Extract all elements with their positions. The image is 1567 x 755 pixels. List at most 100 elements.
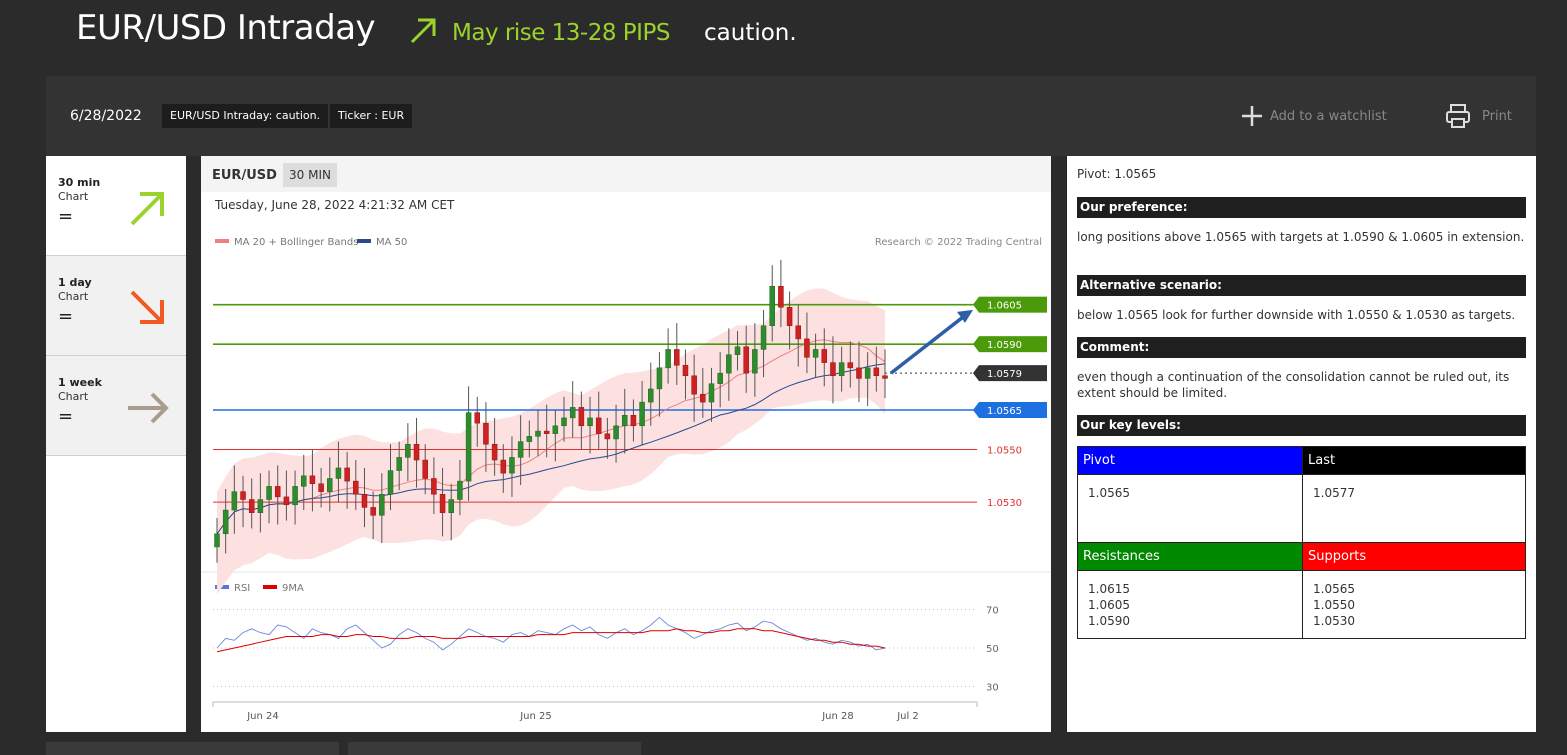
comment-heading: Comment: (1077, 337, 1526, 358)
candle-body (274, 486, 281, 498)
candle-body (379, 494, 385, 516)
level-label: 1.0590 (987, 340, 1022, 351)
preference-text: long positions above 1.0565 with targets… (1077, 230, 1525, 244)
candle-body (500, 459, 507, 474)
timeframe-item-30min[interactable]: 30 min Chart = (46, 156, 186, 256)
table-column-rule (1302, 447, 1303, 638)
candle-body (717, 372, 723, 384)
candle-body (621, 415, 628, 427)
support-value: 1.0550 (1313, 598, 1355, 612)
outlook-text: May rise 13-28 PIPS (452, 20, 670, 46)
candle-body (491, 443, 498, 461)
candle-body (691, 375, 697, 395)
timeframe-item-1week[interactable]: 1 week Chart = (46, 356, 186, 456)
key-levels-table: Pivot Last 1.0565 1.0577 Resistances Sup… (1077, 446, 1526, 639)
candle-body (439, 494, 446, 513)
toolbar: 6/28/2022 EUR/USD Intraday: caution. Tic… (46, 76, 1536, 156)
chart-timeframe-badge: 30 MIN (283, 163, 337, 187)
last-header: Last (1303, 447, 1525, 474)
level-label: 1.0579 (987, 369, 1022, 380)
bottom-tab[interactable] (46, 742, 339, 755)
legend-swatch-ma50 (357, 239, 371, 243)
candle-body (474, 412, 481, 424)
title-tag: EUR/USD Intraday: caution. (162, 104, 329, 128)
bottom-tab[interactable] (348, 742, 641, 755)
plus-icon (1242, 106, 1262, 126)
candle-body (526, 436, 533, 442)
candle-body (838, 362, 845, 377)
candle-body (578, 407, 585, 427)
x-tick-label: Jun 28 (821, 711, 854, 722)
projection-arrow (889, 312, 969, 375)
table-rule (1078, 570, 1525, 571)
x-tick-label: Jun 24 (246, 711, 279, 722)
candle-body (552, 425, 559, 434)
supports-list: 1.0565 1.0550 1.0530 (1303, 581, 1525, 629)
arrow-down-right-icon (130, 290, 164, 324)
candle-body (639, 401, 645, 427)
last-value: 1.0577 (1313, 486, 1355, 500)
support-value: 1.0530 (1313, 614, 1355, 628)
page-title: EUR/USD Intraday (76, 8, 376, 48)
price-chart[interactable]: EUR/USD 30 MIN Tuesday, June 28, 2022 4:… (201, 156, 1051, 732)
candle-body (517, 441, 524, 458)
support-value: 1.0565 (1313, 582, 1355, 596)
candle-body (821, 349, 828, 363)
candle-body (648, 388, 654, 403)
candle-body (248, 499, 255, 513)
candle-body (335, 467, 342, 479)
level-tag-pointer (973, 296, 979, 313)
candle-body (613, 425, 619, 440)
candle-body (752, 349, 758, 374)
alternative-heading: Alternative scenario: (1077, 275, 1526, 296)
level-tag-pointer (973, 402, 979, 418)
candle-body (431, 478, 437, 495)
analysis-card: 6/28/2022 EUR/USD Intraday: caution. Tic… (46, 76, 1536, 732)
x-tick-label: Jul 2 (896, 711, 919, 722)
level-label: 1.0565 (987, 406, 1022, 417)
candle-body (413, 443, 420, 461)
candle-body (353, 480, 359, 495)
timeframe-item-1day[interactable]: 1 day Chart = (46, 256, 186, 356)
arrow-up-right-icon (410, 18, 436, 44)
candle-body (595, 417, 602, 434)
add-watchlist-button[interactable]: Add to a watchlist (1240, 104, 1387, 128)
candle-body (726, 354, 732, 374)
alternative-text: below 1.0565 look for further downside w… (1077, 308, 1516, 322)
candle-body (387, 470, 394, 495)
candle-body (587, 417, 593, 427)
level-label: 1.0605 (987, 301, 1022, 312)
candle-body (222, 509, 229, 535)
rsi-ma-line (216, 628, 886, 653)
pivot-line: Pivot: 1.0565 (1077, 167, 1157, 181)
legend-ma20: MA 20 + Bollinger Bands (234, 237, 358, 248)
candle-body (483, 422, 489, 445)
candle-body (734, 346, 741, 355)
pivot-value: 1.0565 (1088, 486, 1130, 500)
arrow-up-right-icon (130, 192, 164, 226)
candle-body (422, 459, 428, 479)
print-button[interactable]: Print (1444, 102, 1512, 130)
ticker-tag: Ticker : EUR (330, 104, 413, 128)
candle-body (630, 415, 637, 427)
supports-header: Supports (1303, 543, 1525, 570)
candle-body (465, 412, 472, 482)
level-tag (979, 336, 1047, 353)
candle-body (561, 417, 567, 427)
level-label: 1.0530 (987, 498, 1022, 509)
candle-body (700, 393, 706, 403)
rsi-tick-label: 30 (986, 682, 999, 693)
panel-divider (1066, 156, 1067, 732)
candle-body (873, 367, 880, 377)
timeframe-sub: Chart (58, 390, 89, 403)
rsi-tick-label: 70 (986, 606, 999, 617)
timeframe-name: 1 week (58, 376, 102, 389)
arrow-right-icon (128, 392, 169, 424)
candle-body (830, 362, 836, 377)
timeframe-name: 1 day (58, 276, 92, 289)
page-header: EUR/USD Intraday May rise 13-28 PIPS cau… (0, 0, 1567, 76)
candle-body (656, 367, 663, 390)
table-rule (1078, 542, 1525, 543)
candle-body (396, 457, 402, 471)
candle-body (266, 486, 272, 500)
